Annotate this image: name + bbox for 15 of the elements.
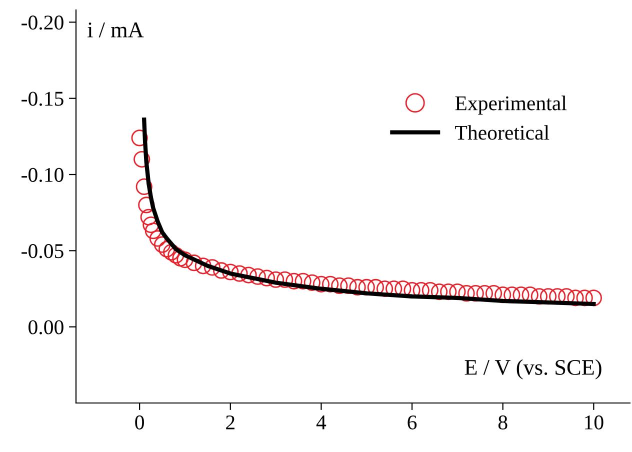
x-tick-label: 2 [226, 415, 234, 430]
x-axis-title: E / V (vs. SCE) [464, 359, 602, 380]
legend-label: Experimental [455, 96, 567, 115]
x-tick-label: 6 [408, 415, 417, 430]
legend-label: Theoretical [455, 125, 550, 140]
y-tick-label: -0.10 [22, 168, 64, 182]
x-tick-label: 0 [135, 415, 144, 430]
y-tick-label: -0.20 [22, 16, 64, 30]
y-tick-label: 0.00 [28, 320, 64, 334]
y-tick-label: -0.05 [22, 244, 64, 258]
y-axis-title: i / mA [88, 22, 144, 38]
x-tick-label: 8 [498, 415, 508, 430]
x-tick-label: 4 [316, 416, 326, 430]
x-tick-label: 10 [585, 415, 604, 430]
y-tick-label: -0.15 [22, 92, 64, 106]
